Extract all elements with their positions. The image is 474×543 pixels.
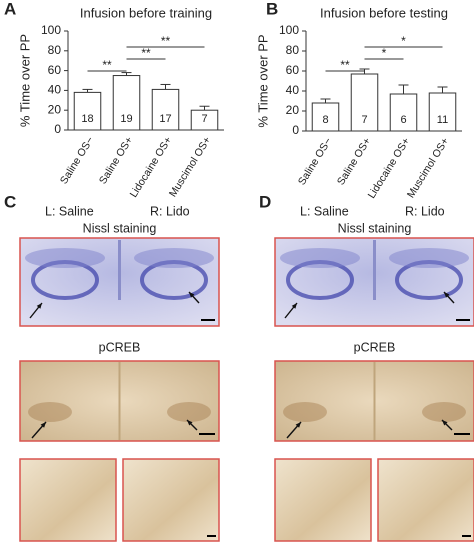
n-label: 7	[201, 113, 207, 125]
significance-label: **	[102, 58, 112, 72]
panel-label: D	[259, 192, 271, 211]
tissue	[283, 402, 327, 422]
x-tick-label: Saline OS−	[296, 136, 334, 188]
significance-label: *	[382, 46, 387, 60]
x-tick-label: Saline OS+	[335, 136, 373, 188]
tissue	[422, 402, 466, 422]
bar	[151, 88, 180, 131]
y-tick-label: 80	[286, 43, 300, 57]
arrow-head	[444, 292, 450, 298]
left-label: L: Saline	[300, 204, 349, 218]
n-label: 17	[159, 113, 171, 125]
tissue	[134, 248, 214, 268]
zoom-image	[19, 458, 117, 542]
n-label: 8	[322, 114, 328, 126]
significance-label: *	[401, 34, 406, 48]
y-tick-label: 60	[48, 63, 62, 77]
y-tick-label: 0	[54, 122, 61, 136]
bar	[112, 75, 141, 131]
x-tick-label: Lidocaine OS+	[366, 136, 413, 201]
tissue	[167, 402, 211, 422]
chart-title: Infusion before testing	[320, 5, 448, 20]
stain-label: pCREB	[99, 340, 141, 354]
x-tick-label: Muscimol OS+	[167, 135, 214, 200]
chart-title: Infusion before training	[80, 5, 212, 20]
tissue	[389, 248, 469, 268]
panel-label: B	[266, 0, 278, 18]
y-tick-label: 40	[286, 83, 300, 97]
x-tick-label: Saline OS−	[58, 135, 96, 187]
n-label: 19	[120, 113, 132, 125]
y-tick-label: 20	[286, 103, 300, 117]
significance-label: **	[141, 46, 151, 60]
n-label: 7	[361, 114, 367, 126]
bar	[350, 73, 379, 132]
significance-label: **	[161, 34, 171, 48]
significance-label: **	[340, 58, 350, 72]
bar	[73, 91, 102, 131]
y-axis-label: % Time over PP	[255, 34, 270, 127]
arrow-head	[40, 422, 46, 428]
x-tick-label: Lidocaine OS+	[128, 135, 175, 200]
bar	[311, 102, 340, 132]
arrow-head	[291, 303, 297, 309]
y-tick-label: 60	[286, 63, 300, 77]
tissue	[25, 248, 105, 268]
n-label: 6	[400, 114, 406, 126]
y-tick-label: 100	[279, 23, 299, 37]
y-tick-label: 20	[48, 102, 62, 116]
y-tick-label: 100	[41, 23, 61, 37]
x-tick-label: Saline OS+	[97, 135, 135, 187]
left-label: L: Saline	[45, 204, 94, 218]
n-label: 11	[437, 114, 448, 126]
arrow-head	[295, 422, 301, 428]
bar	[428, 92, 457, 132]
zoom-image	[274, 458, 372, 542]
panel-label: A	[4, 0, 16, 18]
stain-label: Nissl staining	[338, 221, 412, 235]
arrow-head	[189, 292, 195, 298]
bar	[389, 93, 418, 132]
tissue	[280, 248, 360, 268]
tissue	[28, 402, 72, 422]
x-tick-label: Muscimol OS+	[405, 136, 452, 201]
arrow-head	[442, 420, 448, 426]
zoom-image	[377, 458, 474, 542]
y-tick-label: 40	[48, 83, 62, 97]
y-tick-label: 0	[292, 123, 299, 137]
stain-label: Nissl staining	[83, 221, 157, 235]
arrow-head	[187, 420, 193, 426]
right-label: R: Lido	[150, 204, 190, 218]
right-label: R: Lido	[405, 204, 445, 218]
y-tick-label: 80	[48, 43, 62, 57]
panel-label: C	[4, 192, 16, 211]
zoom-image	[122, 458, 220, 542]
bar	[190, 109, 219, 131]
y-axis-label: % Time over PP	[17, 34, 32, 127]
stain-label: pCREB	[354, 340, 396, 354]
n-label: 18	[81, 113, 93, 125]
arrow-head	[36, 303, 42, 309]
